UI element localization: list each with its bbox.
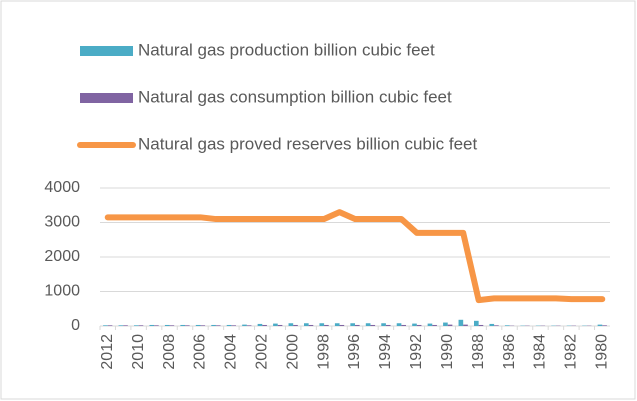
bar [385, 324, 391, 326]
bar [401, 324, 406, 326]
x-tick-label: 1988 [470, 334, 487, 370]
bar [293, 324, 298, 326]
bar [432, 324, 437, 326]
bar [273, 323, 278, 326]
bar [195, 324, 201, 326]
bar [350, 323, 355, 326]
bar [107, 325, 113, 326]
bar [474, 320, 479, 326]
bar [463, 324, 468, 326]
bar [215, 325, 221, 326]
x-tick-label: 1984 [532, 334, 549, 370]
bar [458, 319, 464, 326]
y-tick-label: 2000 [44, 248, 80, 265]
bar [288, 323, 294, 326]
bar [277, 324, 283, 326]
bar [118, 325, 124, 326]
x-tick-label: 2006 [192, 334, 209, 370]
bar [262, 324, 267, 326]
y-tick-label: 3000 [44, 214, 80, 231]
bar [149, 324, 155, 326]
bar [164, 324, 170, 326]
bar [427, 323, 433, 326]
bar [489, 323, 495, 326]
bar [242, 324, 247, 326]
bar [169, 325, 175, 326]
bar [185, 325, 190, 326]
x-tick-label: 1992 [408, 334, 425, 370]
bar [443, 322, 448, 326]
bar [365, 323, 371, 326]
legend-label: Natural gas production billion cubic fee… [138, 40, 435, 59]
x-tick-label: 1994 [377, 334, 394, 370]
bar [370, 324, 376, 326]
legend-swatch [80, 46, 133, 56]
bar [416, 324, 422, 326]
bar [597, 324, 603, 326]
bar [381, 323, 386, 326]
bar [123, 325, 128, 326]
x-tick-label: 2008 [161, 334, 178, 370]
bar [154, 325, 159, 326]
bar [504, 325, 510, 326]
bar [257, 323, 263, 326]
bar [231, 325, 236, 326]
bar [355, 324, 360, 326]
bar [478, 324, 484, 326]
legend-label: Natural gas consumption billion cubic fe… [138, 87, 452, 106]
bar [138, 325, 144, 326]
x-tick-label: 2000 [284, 334, 301, 370]
bar [304, 323, 309, 326]
bar [602, 325, 607, 326]
bar [396, 323, 402, 326]
x-tick-label: 1990 [439, 334, 456, 370]
bar [324, 324, 329, 326]
y-tick-label: 1000 [44, 283, 80, 300]
x-tick-label: 1998 [315, 334, 332, 370]
y-tick-label: 4000 [44, 179, 80, 196]
y-tick-label: 0 [71, 317, 80, 334]
x-tick-label: 1982 [563, 334, 580, 370]
x-tick-label: 2012 [99, 334, 116, 370]
x-tick-label: 2010 [130, 334, 147, 370]
bar [134, 325, 139, 326]
bar [319, 323, 325, 326]
x-tick-label: 1986 [501, 334, 518, 370]
x-tick-label: 1980 [593, 334, 610, 370]
legend-swatch [80, 93, 133, 103]
bar [200, 325, 206, 326]
bar [334, 323, 340, 326]
bar [211, 324, 216, 326]
x-tick-label: 2002 [253, 334, 270, 370]
bar [412, 323, 417, 326]
bar [226, 324, 232, 326]
bar [246, 325, 252, 326]
bar [494, 325, 499, 326]
bar [103, 325, 108, 326]
x-tick-label: 2004 [223, 334, 240, 370]
bar [308, 324, 314, 326]
legend-label: Natural gas proved reserves billion cubi… [138, 134, 478, 153]
bar [447, 324, 453, 326]
line-series [104, 209, 606, 304]
bar [339, 324, 345, 326]
x-tick-label: 1996 [346, 334, 363, 370]
bar [180, 324, 185, 326]
